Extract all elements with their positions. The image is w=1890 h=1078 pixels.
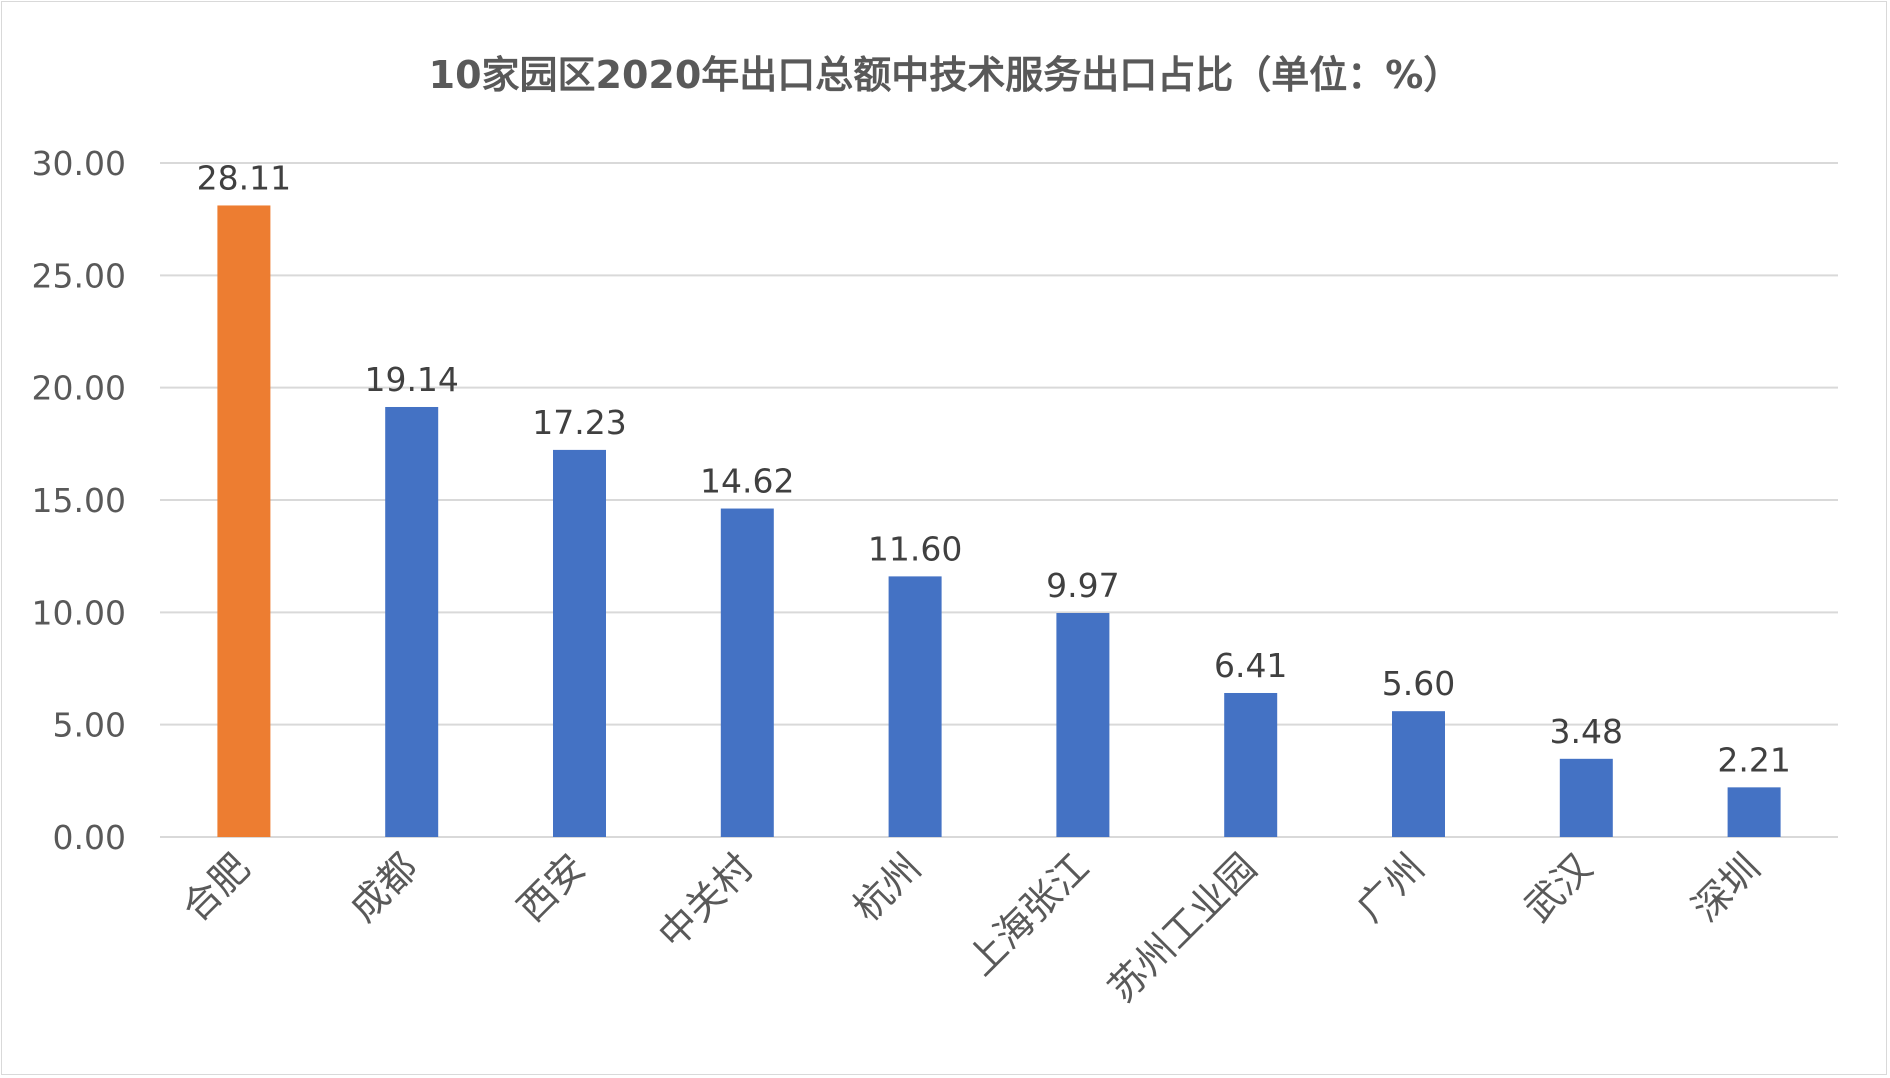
category-label: 深圳: [1684, 845, 1769, 930]
bar-上海张江: [1056, 613, 1110, 837]
y-tick-label: 25.00: [32, 256, 126, 295]
category-label: 中关村: [650, 845, 762, 957]
category-label: 上海张江: [959, 845, 1098, 984]
data-label: 11.60: [868, 529, 962, 568]
chart-title: 10家园区2020年出口总额中技术服务出口占比（单位：%）: [429, 53, 1462, 97]
data-label: 2.21: [1717, 740, 1790, 779]
data-label: 5.60: [1382, 664, 1455, 703]
data-label: 3.48: [1550, 712, 1623, 751]
bar-武汉: [1559, 758, 1613, 837]
data-label: 19.14: [364, 360, 458, 399]
bar-中关村: [720, 508, 774, 837]
bars: [217, 205, 1781, 837]
category-label: 广州: [1348, 845, 1433, 930]
data-label: 14.62: [700, 462, 794, 501]
category-label: 武汉: [1516, 845, 1601, 930]
y-axis-ticks: 0.00 5.00 10.00 15.00 20.00 25.00 30.00: [32, 144, 126, 857]
data-label: 9.97: [1046, 566, 1119, 605]
x-axis-categories: 合肥 成都 西安 中关村 杭州 上海张江 苏州工业园 广州 武汉 深圳: [173, 845, 1768, 1010]
y-tick-label: 30.00: [32, 144, 126, 183]
bar-合肥: [217, 205, 271, 837]
y-tick-label: 20.00: [32, 369, 126, 408]
gridlines: [160, 162, 1838, 838]
category-label: 杭州: [845, 845, 930, 930]
bar-成都: [385, 406, 439, 837]
bar-杭州: [888, 576, 942, 837]
y-tick-label: 10.00: [32, 593, 126, 632]
bar-深圳: [1727, 787, 1781, 837]
category-label: 合肥: [173, 845, 258, 930]
category-label: 成都: [341, 845, 426, 930]
bar-西安: [553, 449, 606, 837]
category-label: 西安: [509, 845, 594, 930]
data-labels: 28.11 19.14 17.23 14.62 11.60 9.97 6.41 5.60 3.4…: [197, 158, 1791, 779]
y-tick-label: 15.00: [32, 481, 126, 520]
data-label: 17.23: [532, 403, 626, 442]
data-label: 6.41: [1214, 646, 1287, 685]
bar-广州: [1392, 711, 1445, 837]
bar-苏州工业园: [1224, 692, 1278, 837]
data-label: 28.11: [197, 158, 291, 197]
y-tick-label: 5.00: [53, 706, 126, 745]
y-tick-label: 0.00: [53, 818, 126, 857]
category-label: 苏州工业园: [1100, 845, 1265, 1010]
